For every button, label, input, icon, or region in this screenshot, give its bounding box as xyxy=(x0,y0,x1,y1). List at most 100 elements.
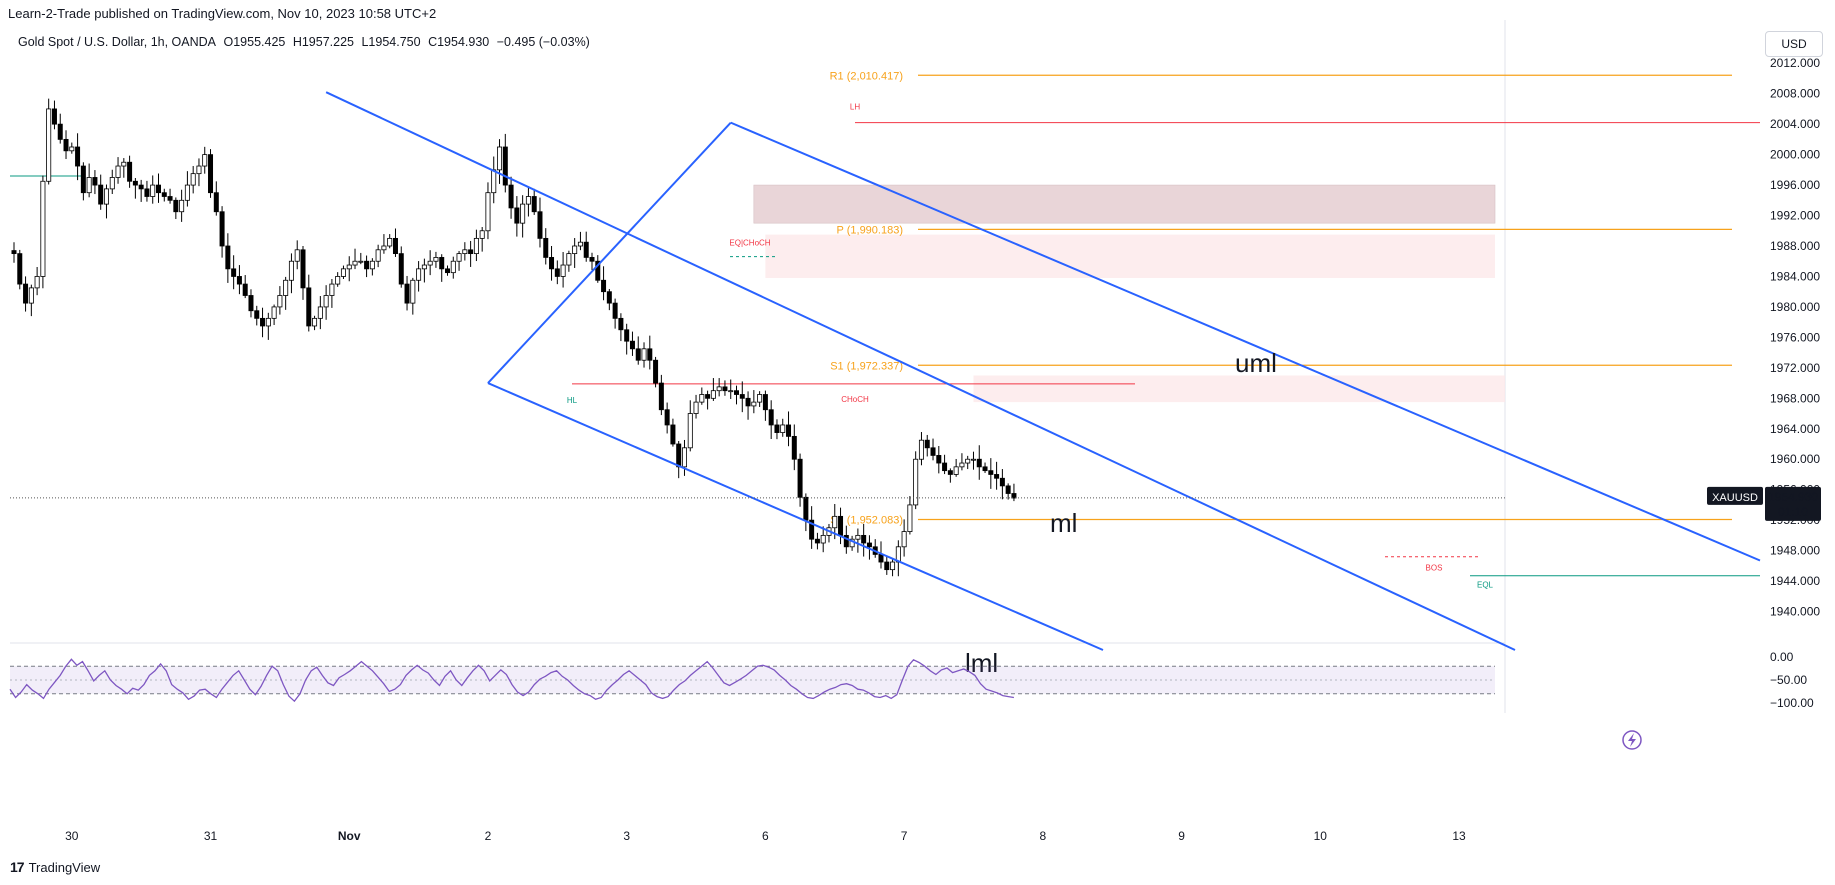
candle-body-down xyxy=(242,283,248,296)
candle-body-up xyxy=(491,169,497,194)
candle xyxy=(323,285,329,320)
candle-body-down xyxy=(167,196,173,201)
candle-body-up xyxy=(832,515,838,529)
candle-body-down xyxy=(392,237,398,255)
candle-body-down xyxy=(976,458,982,468)
candle-body-up xyxy=(121,161,127,167)
candle-body-up xyxy=(907,504,913,532)
candle-body-down xyxy=(982,466,988,472)
candle-body-up xyxy=(283,279,289,296)
candle xyxy=(710,378,716,401)
candle-body-up xyxy=(323,295,329,308)
candle xyxy=(288,253,294,294)
candle xyxy=(739,381,745,413)
candle xyxy=(283,276,289,310)
y-tick-label: 1992.000 xyxy=(1770,209,1820,223)
median-line xyxy=(325,91,1516,651)
candle-body-down xyxy=(930,447,936,456)
candle-body-up xyxy=(687,413,693,449)
candle xyxy=(572,238,578,268)
candle-body-down xyxy=(398,253,404,285)
candle-body-down xyxy=(866,542,872,548)
candle xyxy=(306,274,312,332)
candle-body-up xyxy=(202,154,208,167)
candle xyxy=(520,195,526,238)
candle-body-down xyxy=(595,260,601,281)
candle-body-up xyxy=(572,245,578,255)
candle-body-up xyxy=(196,165,202,175)
candle-body-down xyxy=(809,519,815,540)
eq-choch-label: EQ|CHoCH xyxy=(729,239,770,248)
candle-body-down xyxy=(734,390,740,395)
candle xyxy=(797,453,803,507)
candle-body-down xyxy=(57,123,63,140)
candle-body-up xyxy=(34,276,40,289)
symbol-name[interactable]: Gold Spot / U.S. Dollar, 1h, OANDA xyxy=(18,35,216,49)
symbol-tag xyxy=(1707,486,1763,505)
candle xyxy=(936,445,942,474)
y-tick-label: 1964.000 xyxy=(1770,422,1820,436)
candle-body-down xyxy=(722,386,728,392)
candle xyxy=(618,313,624,342)
candle xyxy=(762,390,768,421)
candle xyxy=(849,535,855,551)
candle-body-down xyxy=(514,207,520,224)
candle-body-up xyxy=(450,260,456,274)
candle xyxy=(312,315,318,331)
currency-button[interactable]: USD xyxy=(1765,31,1823,57)
candle xyxy=(115,157,121,184)
ml-label: ml xyxy=(1050,508,1077,538)
candle xyxy=(132,178,138,199)
candle-body-down xyxy=(537,211,543,239)
candle xyxy=(46,98,52,185)
candle-body-down xyxy=(629,340,635,350)
candle-body-up xyxy=(46,108,52,182)
candle xyxy=(1005,483,1011,500)
candle xyxy=(260,307,266,338)
candle-body-up xyxy=(317,306,323,319)
candle xyxy=(11,242,17,263)
candle xyxy=(173,197,179,220)
eql-label: EQL xyxy=(1477,581,1494,590)
candle-body-down xyxy=(994,474,1000,479)
candle-body-down xyxy=(439,257,445,270)
candle-body-down xyxy=(618,317,624,331)
y-tick-label: 2000.000 xyxy=(1770,148,1820,162)
candle xyxy=(826,523,832,543)
candle xyxy=(387,234,393,249)
candle-body-up xyxy=(751,401,757,407)
candle xyxy=(959,453,965,471)
candle xyxy=(63,130,69,160)
candle xyxy=(225,233,231,283)
x-tick-label: 13 xyxy=(1452,829,1466,843)
candle xyxy=(144,180,150,202)
candle-body-up xyxy=(294,249,300,262)
candle xyxy=(999,469,1005,500)
candle xyxy=(456,250,462,271)
candle-body-down xyxy=(549,257,555,270)
candle xyxy=(92,170,98,195)
candle xyxy=(329,278,335,308)
candle-body-down xyxy=(161,192,167,197)
candle-body-down xyxy=(947,470,953,475)
x-tick-label: 30 xyxy=(65,829,79,843)
candle xyxy=(497,139,503,184)
candle xyxy=(248,289,254,318)
candle-body-up xyxy=(86,177,92,194)
candle xyxy=(335,272,341,287)
candle xyxy=(745,391,751,420)
candle-body-down xyxy=(236,276,242,285)
candle xyxy=(803,493,809,532)
candle-body-down xyxy=(213,192,219,213)
candle-body-up xyxy=(387,237,393,247)
candle xyxy=(942,454,948,475)
candle-body-down xyxy=(17,253,23,285)
candle xyxy=(722,380,728,396)
candle xyxy=(924,434,930,457)
candle xyxy=(404,275,410,311)
candle-body-down xyxy=(254,310,260,319)
candle-body-up xyxy=(375,249,381,262)
candle xyxy=(254,305,260,326)
candle xyxy=(364,255,370,278)
